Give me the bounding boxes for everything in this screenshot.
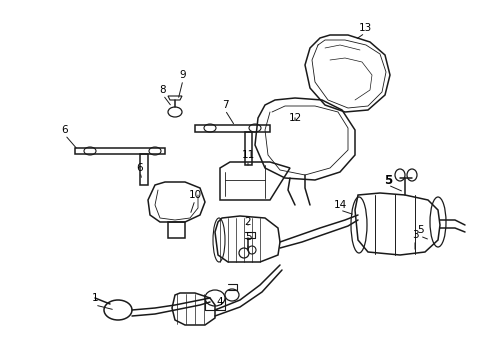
Text: 8: 8 — [160, 85, 166, 95]
Text: 1: 1 — [92, 293, 98, 303]
Text: 11: 11 — [242, 150, 255, 160]
Text: 4: 4 — [217, 297, 223, 307]
Text: 5: 5 — [416, 225, 423, 235]
Text: 13: 13 — [358, 23, 371, 33]
Text: 3: 3 — [412, 230, 418, 240]
Text: 14: 14 — [333, 200, 346, 210]
Text: 6: 6 — [62, 125, 68, 135]
Text: 2: 2 — [245, 217, 251, 227]
Text: 12: 12 — [289, 113, 302, 123]
Text: 6: 6 — [137, 163, 143, 173]
Text: 10: 10 — [189, 190, 201, 200]
Text: 5: 5 — [245, 232, 251, 242]
Text: 7: 7 — [221, 100, 228, 110]
Text: 5: 5 — [384, 174, 392, 186]
Text: 9: 9 — [180, 70, 186, 80]
